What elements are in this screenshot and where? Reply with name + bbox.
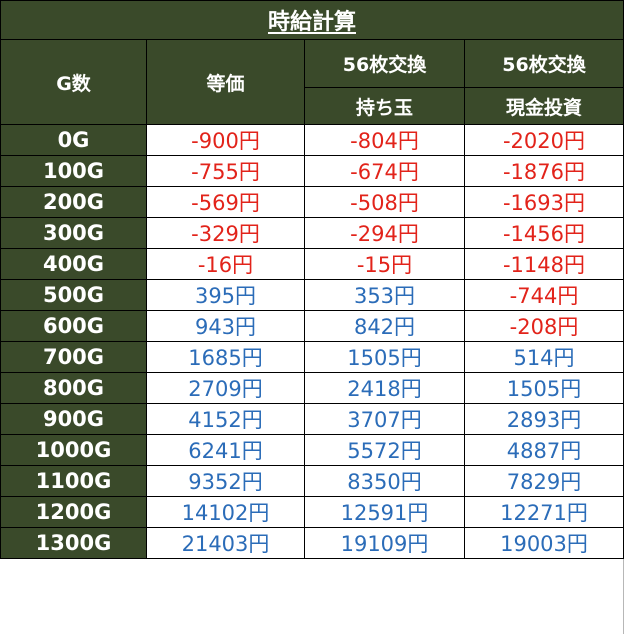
equal-value-cell[interactable]: 943円 xyxy=(146,310,305,342)
cash-investment-value-cell[interactable]: 12271円 xyxy=(464,496,624,528)
table-row: 1300G 21403円 19109円 19003円 xyxy=(0,527,624,559)
mochidama-value-cell[interactable]: 12591円 xyxy=(304,496,465,528)
header-col3-line2[interactable]: 現金投資 xyxy=(464,87,624,125)
mochidama-value-cell[interactable]: 2418円 xyxy=(304,372,465,404)
equal-value-cell[interactable]: 395円 xyxy=(146,279,305,311)
mochidama-value-cell[interactable]: 19109円 xyxy=(304,527,465,559)
mochidama-value-cell[interactable]: 1505円 xyxy=(304,341,465,373)
table-row: 1100G 9352円 8350円 7829円 xyxy=(0,465,624,497)
header-equal[interactable]: 等価 xyxy=(146,39,305,125)
cash-investment-value-cell[interactable]: 2893円 xyxy=(464,403,624,435)
table-title: 時給計算 xyxy=(267,10,356,35)
table-row: 200G -569円 -508円 -1693円 xyxy=(0,186,624,218)
cash-investment-value-cell[interactable]: 4887円 xyxy=(464,434,624,466)
cash-investment-value-cell[interactable]: -1456円 xyxy=(464,217,624,249)
g-count-cell[interactable]: 900G xyxy=(0,403,147,435)
table-row: 300G -329円 -294円 -1456円 xyxy=(0,217,624,249)
equal-value-cell[interactable]: -569円 xyxy=(146,186,305,218)
equal-value-cell[interactable]: 9352円 xyxy=(146,465,305,497)
g-count-cell[interactable]: 1300G xyxy=(0,527,147,559)
g-count-cell[interactable]: 600G xyxy=(0,310,147,342)
equal-value-cell[interactable]: -755円 xyxy=(146,155,305,187)
g-count-cell[interactable]: 200G xyxy=(0,186,147,218)
hourly-wage-table: 時給計算 G数 等価 56枚交換 56枚交換 持ち玉 現金投資 0G -900円 -… xyxy=(0,0,624,559)
g-count-cell[interactable]: 100G xyxy=(0,155,147,187)
mochidama-value-cell[interactable]: 842円 xyxy=(304,310,465,342)
header-col2-line1[interactable]: 56枚交換 xyxy=(304,39,465,88)
table-row: 500G 395円 353円 -744円 xyxy=(0,279,624,311)
cash-investment-value-cell[interactable]: 514円 xyxy=(464,341,624,373)
equal-value-cell[interactable]: 4152円 xyxy=(146,403,305,435)
mochidama-value-cell[interactable]: -508円 xyxy=(304,186,465,218)
header-g-count[interactable]: G数 xyxy=(0,39,147,125)
table-title-cell[interactable]: 時給計算 xyxy=(0,0,624,40)
g-count-cell[interactable]: 800G xyxy=(0,372,147,404)
equal-value-cell[interactable]: -329円 xyxy=(146,217,305,249)
mochidama-value-cell[interactable]: -15円 xyxy=(304,248,465,280)
equal-value-cell[interactable]: 6241円 xyxy=(146,434,305,466)
equal-value-cell[interactable]: 2709円 xyxy=(146,372,305,404)
g-count-cell[interactable]: 500G xyxy=(0,279,147,311)
mochidama-value-cell[interactable]: 5572円 xyxy=(304,434,465,466)
table-body: 0G -900円 -804円 -2020円 100G -755円 -674円 -1876円 20… xyxy=(0,124,624,559)
equal-value-cell[interactable]: 14102円 xyxy=(146,496,305,528)
cash-investment-value-cell[interactable]: 7829円 xyxy=(464,465,624,497)
table-row: 1000G 6241円 5572円 4887円 xyxy=(0,434,624,466)
header-col2-line2[interactable]: 持ち玉 xyxy=(304,87,465,125)
mochidama-value-cell[interactable]: 3707円 xyxy=(304,403,465,435)
header-col3-line1[interactable]: 56枚交換 xyxy=(464,39,624,88)
table-row: 900G 4152円 3707円 2893円 xyxy=(0,403,624,435)
equal-value-cell[interactable]: 1685円 xyxy=(146,341,305,373)
table-row: 800G 2709円 2418円 1505円 xyxy=(0,372,624,404)
mochidama-value-cell[interactable]: 353円 xyxy=(304,279,465,311)
mochidama-value-cell[interactable]: -804円 xyxy=(304,124,465,156)
equal-value-cell[interactable]: 21403円 xyxy=(146,527,305,559)
table-row: 1200G 14102円 12591円 12271円 xyxy=(0,496,624,528)
mochidama-value-cell[interactable]: 8350円 xyxy=(304,465,465,497)
mochidama-value-cell[interactable]: -294円 xyxy=(304,217,465,249)
table-row: 400G -16円 -15円 -1148円 xyxy=(0,248,624,280)
equal-value-cell[interactable]: -16円 xyxy=(146,248,305,280)
g-count-cell[interactable]: 0G xyxy=(0,124,147,156)
mochidama-value-cell[interactable]: -674円 xyxy=(304,155,465,187)
cash-investment-value-cell[interactable]: -744円 xyxy=(464,279,624,311)
cash-investment-value-cell[interactable]: -1876円 xyxy=(464,155,624,187)
cash-investment-value-cell[interactable]: 1505円 xyxy=(464,372,624,404)
table-row: 100G -755円 -674円 -1876円 xyxy=(0,155,624,187)
cash-investment-value-cell[interactable]: -1693円 xyxy=(464,186,624,218)
cash-investment-value-cell[interactable]: -1148円 xyxy=(464,248,624,280)
g-count-cell[interactable]: 1200G xyxy=(0,496,147,528)
g-count-cell[interactable]: 700G xyxy=(0,341,147,373)
g-count-cell[interactable]: 300G xyxy=(0,217,147,249)
sheet-gridline xyxy=(623,0,624,634)
cash-investment-value-cell[interactable]: -2020円 xyxy=(464,124,624,156)
table-row: 600G 943円 842円 -208円 xyxy=(0,310,624,342)
g-count-cell[interactable]: 400G xyxy=(0,248,147,280)
table-row: 0G -900円 -804円 -2020円 xyxy=(0,124,624,156)
cash-investment-value-cell[interactable]: -208円 xyxy=(464,310,624,342)
g-count-cell[interactable]: 1100G xyxy=(0,465,147,497)
table-row: 700G 1685円 1505円 514円 xyxy=(0,341,624,373)
equal-value-cell[interactable]: -900円 xyxy=(146,124,305,156)
g-count-cell[interactable]: 1000G xyxy=(0,434,147,466)
cash-investment-value-cell[interactable]: 19003円 xyxy=(464,527,624,559)
